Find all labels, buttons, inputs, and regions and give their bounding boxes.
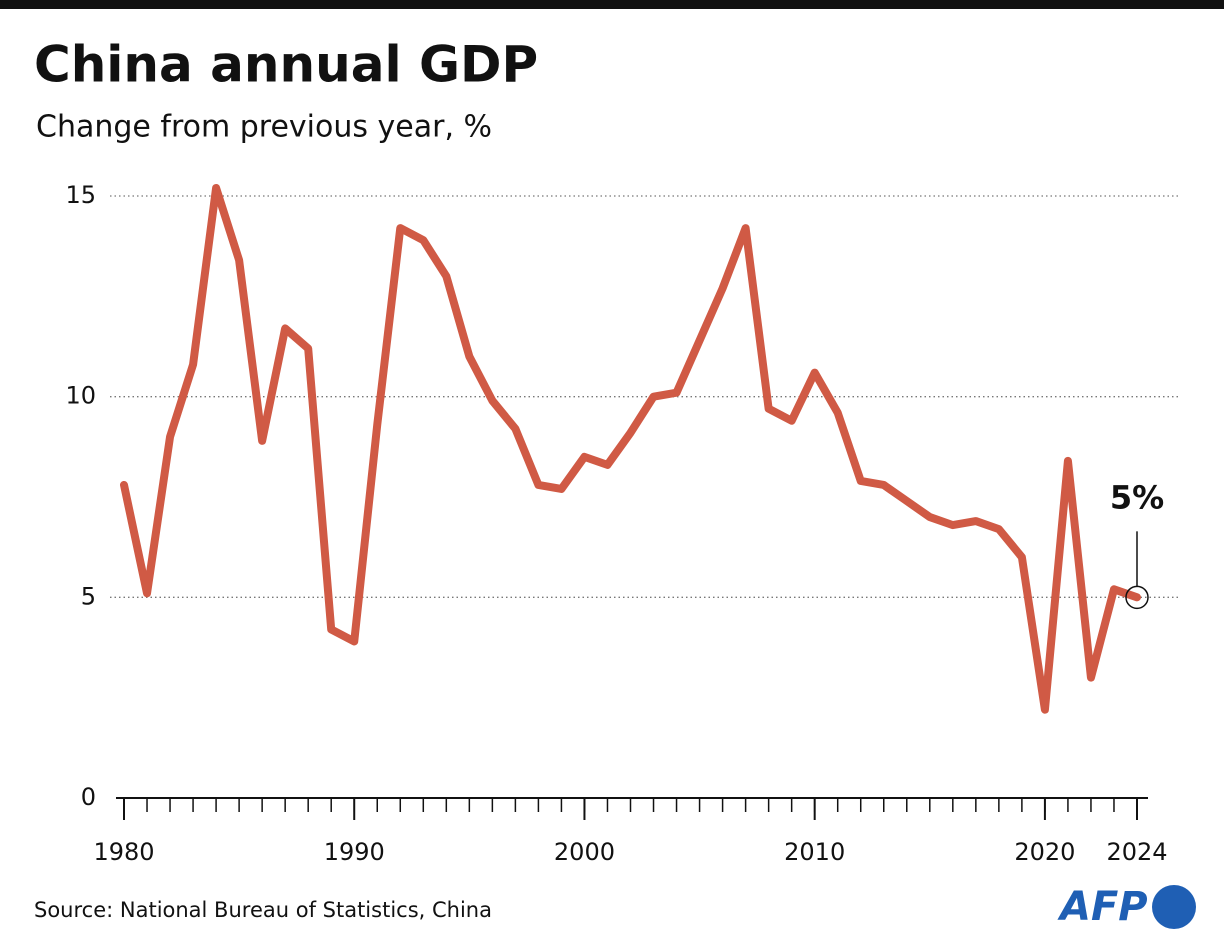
y-tick-label: 10	[65, 382, 96, 410]
logo-dot	[1152, 885, 1196, 929]
logo: AFP	[1057, 884, 1148, 930]
chart-subtitle: Change from previous year, %	[36, 110, 492, 145]
line-series	[120, 183, 1141, 714]
x-tick-label: 1980	[93, 838, 154, 866]
top-bar	[0, 0, 1224, 9]
x-tick-label: 2010	[784, 838, 845, 866]
x-tick-label: 2024	[1106, 838, 1167, 866]
x-tick-label: 1990	[324, 838, 385, 866]
y-tick-label: 5	[81, 582, 96, 610]
annotation-label: 5%	[1110, 478, 1164, 516]
chart-title: China annual GDP	[34, 36, 538, 94]
source: Source: National Bureau of Statistics, C…	[34, 898, 492, 922]
x-tick-label: 2000	[554, 838, 615, 866]
x-tick-label: 2020	[1014, 838, 1075, 866]
y-tick-label: 0	[81, 783, 96, 811]
y-tick-label: 15	[65, 181, 96, 209]
